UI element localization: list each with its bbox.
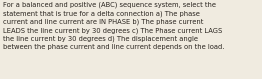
Text: For a balanced and positive (ABC) sequence system, select the
statement that is : For a balanced and positive (ABC) sequen… xyxy=(3,2,225,50)
